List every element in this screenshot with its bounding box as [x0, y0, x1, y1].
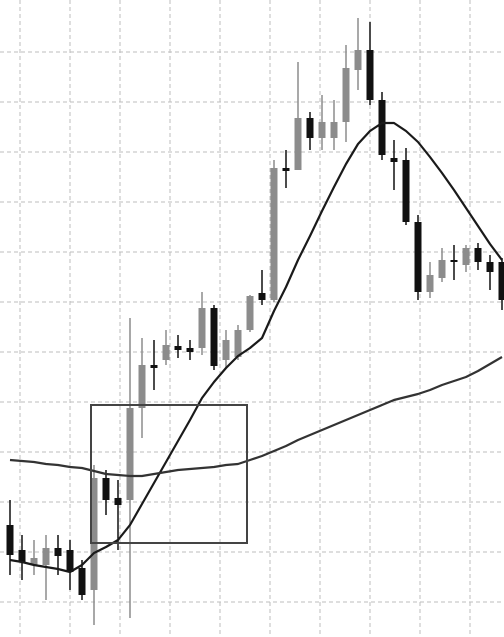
candle-body: [330, 122, 338, 138]
candle-body: [30, 558, 38, 565]
candle-body: [174, 346, 182, 350]
candle-body: [258, 293, 266, 300]
candle-body: [234, 330, 242, 357]
candle-body: [246, 296, 254, 330]
candle-body: [390, 158, 398, 162]
candle-body: [18, 550, 26, 562]
candle-body: [162, 345, 170, 360]
candle-body: [186, 348, 194, 352]
candle-body: [342, 68, 350, 122]
candle-body: [354, 50, 362, 70]
candle-body: [150, 365, 158, 368]
candle-body: [306, 118, 314, 138]
candle-body: [66, 550, 74, 572]
candle-body: [498, 262, 504, 300]
moving-average-line: [9, 356, 503, 478]
candle-body: [426, 275, 434, 292]
candle-body: [294, 118, 302, 170]
candle-body: [90, 478, 98, 590]
horizontal-grid: [0, 51, 504, 603]
candle-body: [54, 548, 62, 556]
candle-body: [210, 308, 218, 366]
candle-body: [462, 248, 470, 265]
highlight-box: [90, 404, 248, 544]
candle-body: [450, 260, 458, 262]
candle-body: [138, 365, 146, 408]
candle-body: [222, 340, 230, 360]
candle-body: [378, 100, 386, 155]
candle-body: [114, 498, 122, 505]
candle-body: [78, 568, 86, 595]
plot: [6, 18, 504, 625]
candle-body: [402, 160, 410, 222]
candle-body: [6, 525, 14, 555]
candle-body: [474, 248, 482, 262]
candle-body: [282, 168, 290, 171]
candle-body: [270, 168, 278, 300]
candle-body: [102, 478, 110, 500]
candle-body: [318, 122, 326, 138]
candle-body: [126, 408, 134, 500]
moving-average-line: [9, 121, 503, 574]
candle-body: [198, 308, 206, 348]
candle-body: [414, 222, 422, 292]
candle-body: [366, 50, 374, 100]
candle-body: [486, 262, 494, 272]
vertical-grid: [19, 0, 471, 637]
candle-body: [438, 260, 446, 278]
candle-body: [42, 548, 50, 565]
